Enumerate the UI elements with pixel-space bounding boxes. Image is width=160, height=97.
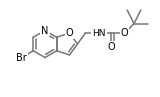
Text: HN: HN xyxy=(92,29,106,38)
Text: O: O xyxy=(107,42,115,52)
Text: Br: Br xyxy=(16,53,27,63)
Text: O: O xyxy=(66,28,73,38)
Text: N: N xyxy=(41,26,49,36)
Text: O: O xyxy=(121,28,128,38)
